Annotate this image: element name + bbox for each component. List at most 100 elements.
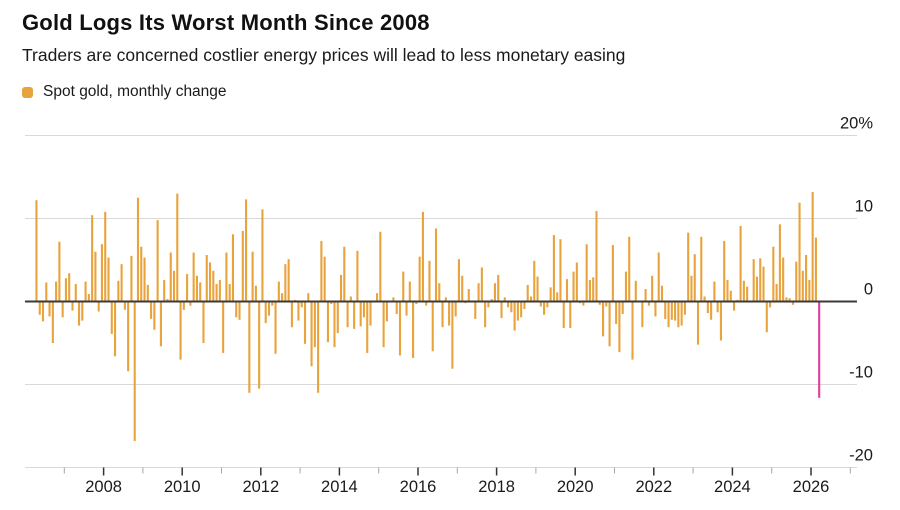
- bar: [91, 215, 94, 302]
- bar: [297, 301, 300, 321]
- bar: [241, 230, 244, 302]
- bar: [791, 301, 795, 305]
- bar: [336, 301, 339, 334]
- bar: [376, 293, 379, 302]
- bar: [569, 301, 572, 329]
- bar: [212, 270, 215, 302]
- bar: [575, 262, 578, 302]
- bar: [267, 301, 271, 316]
- bar: [683, 301, 686, 315]
- bar: [615, 301, 618, 324]
- bar: [693, 254, 696, 302]
- bar: [343, 246, 346, 302]
- bar: [114, 301, 117, 357]
- bar: [412, 301, 415, 358]
- bar: [146, 284, 149, 302]
- bar: [552, 235, 555, 302]
- bar: [51, 301, 54, 343]
- bar: [631, 301, 634, 360]
- bar: [176, 193, 179, 302]
- bar: [264, 301, 267, 324]
- bar: [556, 292, 559, 302]
- bar: [300, 301, 303, 308]
- bar: [533, 260, 536, 302]
- bar: [484, 301, 487, 328]
- x-axis-label: 2008: [85, 478, 122, 496]
- bar: [444, 297, 447, 302]
- bar: [64, 278, 67, 302]
- bar: [448, 301, 451, 326]
- bar: [601, 301, 605, 337]
- bar: [516, 301, 519, 321]
- x-axis-label: 2016: [400, 478, 437, 496]
- bar: [618, 301, 621, 353]
- bar: [634, 280, 637, 302]
- bar: [228, 284, 231, 302]
- bar: [290, 301, 293, 328]
- bar: [415, 301, 418, 304]
- bar: [755, 276, 759, 302]
- bar: [408, 281, 411, 302]
- bar: [562, 301, 565, 329]
- bar: [346, 301, 349, 328]
- bar: [592, 277, 595, 302]
- bar: [303, 301, 307, 344]
- bar: [624, 271, 628, 302]
- bar: [772, 246, 775, 302]
- x-axis-label: 2026: [793, 478, 830, 496]
- bar: [258, 301, 261, 389]
- bar: [87, 294, 90, 302]
- bar: [759, 258, 762, 302]
- bar: [710, 301, 713, 320]
- bar: [644, 289, 647, 302]
- bar: [333, 301, 336, 348]
- bar: [778, 224, 781, 302]
- bar: [726, 279, 729, 302]
- bar: [801, 270, 804, 302]
- bar: [320, 240, 323, 302]
- bar: [159, 301, 162, 347]
- bar: [788, 298, 791, 302]
- bar: [677, 301, 680, 328]
- bar: [274, 301, 277, 354]
- bar: [742, 280, 745, 302]
- bar: [814, 237, 817, 302]
- bar: [746, 286, 749, 302]
- bar: [438, 283, 441, 302]
- bar: [762, 266, 765, 302]
- bar: [202, 301, 205, 343]
- bar: [150, 301, 153, 319]
- bar: [582, 301, 585, 306]
- bar: [782, 257, 785, 302]
- bar: [487, 301, 490, 308]
- bar: [572, 271, 575, 302]
- chart-subtitle: Traders are concerned costlier energy pr…: [22, 45, 626, 65]
- bar: [765, 301, 768, 333]
- bar: [497, 274, 500, 302]
- bar: [696, 301, 700, 345]
- bar: [379, 231, 382, 302]
- bar: [811, 191, 814, 302]
- bar: [136, 197, 140, 302]
- bar: [100, 244, 104, 302]
- legend-label: Spot gold, monthly change: [43, 83, 227, 100]
- bar: [55, 281, 58, 302]
- x-axis-label: 2014: [321, 478, 358, 496]
- bar: [251, 251, 254, 302]
- bar: [490, 299, 493, 302]
- bar: [143, 257, 146, 302]
- bar: [719, 301, 722, 341]
- bar: [713, 281, 716, 302]
- bar: [271, 301, 274, 306]
- bar: [156, 220, 159, 302]
- bar: [425, 301, 428, 306]
- bar: [467, 289, 470, 302]
- bar: [254, 285, 257, 302]
- bar: [169, 252, 172, 302]
- bar: [539, 301, 542, 307]
- legend: Spot gold, monthly change: [22, 83, 880, 101]
- bar: [687, 232, 690, 302]
- bar: [474, 301, 477, 319]
- bar: [107, 257, 110, 302]
